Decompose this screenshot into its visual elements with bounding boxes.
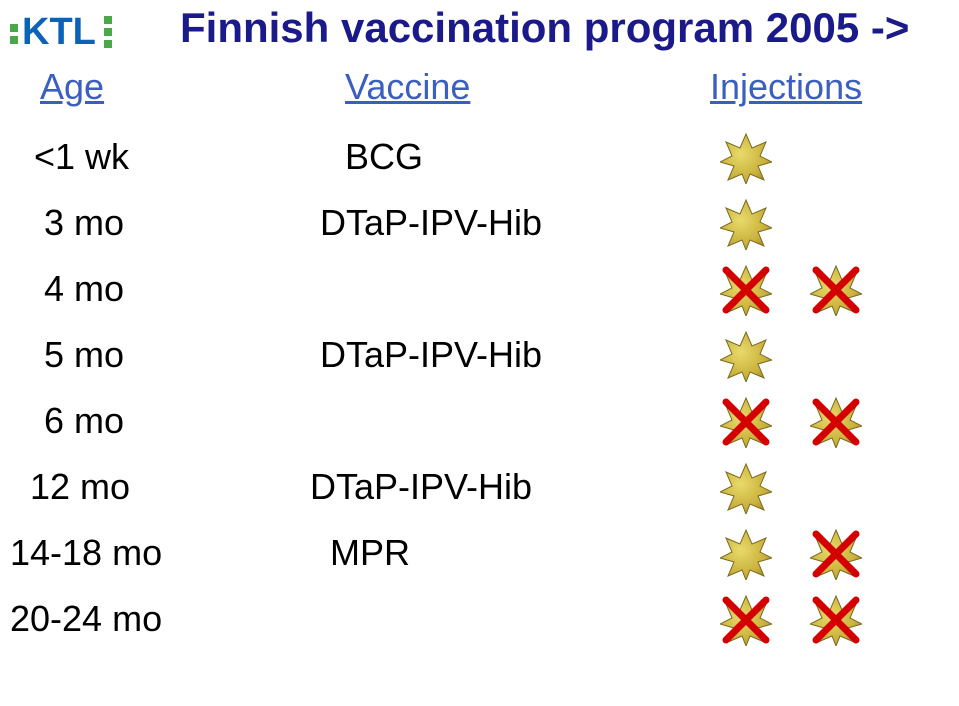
age-cell: 14-18 mo: [10, 532, 162, 574]
age-cell: 6 mo: [44, 400, 124, 442]
vaccine-cell: DTaP-IPV-Hib: [320, 334, 542, 376]
star-icon: [720, 462, 772, 514]
age-cell: <1 wk: [34, 136, 129, 178]
injections-cell: [720, 128, 920, 194]
schedule-row: 20-24 mo: [0, 590, 959, 656]
vaccine-cell: MPR: [330, 532, 410, 574]
col-header-vaccine: Vaccine: [345, 66, 470, 108]
col-header-injections: Injections: [710, 66, 862, 108]
star-icon: [720, 198, 772, 250]
page-title: Finnish vaccination program 2005 ->: [180, 4, 909, 52]
col-header-age: Age: [40, 66, 104, 108]
schedule-row: 14-18 mo MPR: [0, 524, 959, 590]
age-cell: 20-24 mo: [10, 598, 162, 640]
vaccine-cell: BCG: [345, 136, 423, 178]
crossed-star-icon: [720, 594, 772, 646]
schedule-row: 3 mo DTaP-IPV-Hib: [0, 194, 959, 260]
vaccine-cell: DTaP-IPV-Hib: [310, 466, 532, 508]
injections-cell: [720, 326, 920, 392]
age-cell: 12 mo: [30, 466, 130, 508]
age-cell: 3 mo: [44, 202, 124, 244]
star-icon: [720, 528, 772, 580]
star-icon: [720, 132, 772, 184]
title-part2: 2005 ->: [766, 4, 910, 51]
crossed-star-icon: [720, 264, 772, 316]
injections-cell: [720, 260, 920, 326]
crossed-star-icon: [810, 528, 862, 580]
title-part1: Finnish vaccination program: [180, 4, 766, 51]
schedule-row: 6 mo: [0, 392, 959, 458]
crossed-star-icon: [720, 396, 772, 448]
ktl-logo: KTL: [10, 6, 120, 54]
crossed-star-icon: [810, 396, 862, 448]
vaccine-cell: DTaP-IPV-Hib: [320, 202, 542, 244]
star-icon: [720, 330, 772, 382]
injections-cell: [720, 194, 920, 260]
svg-text:KTL: KTL: [22, 11, 96, 53]
schedule-row: 5 mo DTaP-IPV-Hib: [0, 326, 959, 392]
crossed-star-icon: [810, 594, 862, 646]
schedule-row: 4 mo: [0, 260, 959, 326]
injections-cell: [720, 392, 920, 458]
injections-cell: [720, 590, 920, 656]
injections-cell: [720, 458, 920, 524]
schedule-row: <1 wk BCG: [0, 128, 959, 194]
age-cell: 5 mo: [44, 334, 124, 376]
crossed-star-icon: [810, 264, 862, 316]
schedule-row: 12 mo DTaP-IPV-Hib: [0, 458, 959, 524]
age-cell: 4 mo: [44, 268, 124, 310]
injections-cell: [720, 524, 920, 590]
